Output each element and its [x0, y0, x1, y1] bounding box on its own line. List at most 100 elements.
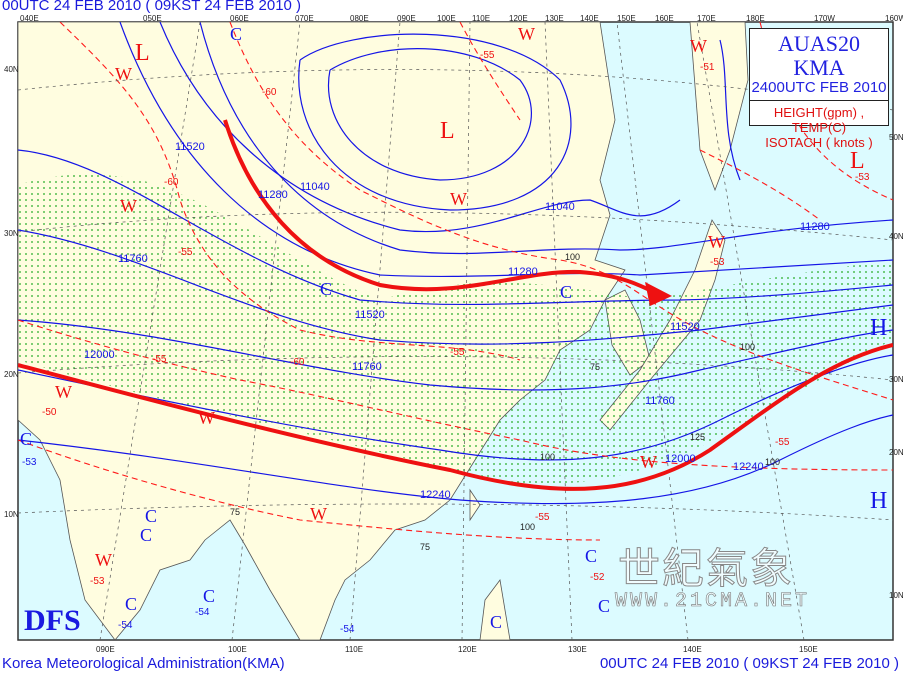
center-symbol-high: H: [870, 315, 887, 341]
isotach-label: 100: [540, 452, 555, 462]
center-symbol-cold: C: [560, 282, 572, 302]
height-label: 12240: [420, 489, 451, 501]
temperature-label: -54: [195, 607, 210, 618]
product-name: AUAS20 KMA: [778, 31, 860, 80]
temperature-label: -55: [152, 354, 167, 365]
height-label: 11280: [258, 189, 288, 201]
height-label: 12240: [733, 461, 764, 473]
center-symbol-warm: W: [640, 452, 657, 472]
top-longitude-label: 080E: [350, 14, 369, 23]
top-longitude-label: 170E: [697, 14, 716, 23]
center-symbol-cold: C: [230, 24, 242, 44]
temperature-label: -52: [590, 572, 605, 583]
top-longitude-label: 050E: [143, 14, 162, 23]
center-symbol-warm: W: [198, 408, 215, 428]
isotach-zone: [18, 174, 893, 484]
center-symbol-warm: W: [310, 504, 327, 524]
center-symbol-cold: C: [140, 525, 152, 545]
height-contour-line: [18, 354, 893, 461]
height-label: 12000: [84, 349, 115, 361]
center-symbol-warm: W: [690, 36, 707, 56]
height-contours: [18, 22, 893, 505]
height-contour-line: [18, 319, 893, 391]
isotach-label: 100: [740, 342, 755, 352]
temperature-label: -60: [164, 177, 179, 188]
left-latitude-label: 40N: [4, 65, 19, 74]
bottom-longitude-label: 140E: [683, 645, 702, 654]
height-contour-line: [199, 22, 893, 255]
top-longitude-label: 090E: [397, 14, 416, 23]
bottom-longitude-label: 090E: [96, 645, 115, 654]
height-contour-line: [719, 39, 741, 181]
isotherm-line: [229, 22, 893, 401]
temperature-label: -53: [710, 257, 725, 268]
temperature-label: -55: [450, 347, 465, 358]
center-symbol-cold: C: [320, 279, 332, 299]
bottom-longitude-label: 120E: [458, 645, 477, 654]
watermark-cjk: 世紀氣象: [617, 544, 795, 594]
center-symbol-high: H: [870, 488, 887, 514]
top-longitude-label: 130E: [545, 14, 564, 23]
bottom-longitude-label: 100E: [228, 645, 247, 654]
isotach-label: 100: [565, 252, 580, 262]
height-label: 11040: [545, 201, 575, 213]
temperature-label: -53: [855, 172, 870, 183]
footer-valid-time: 00UTC 24 FEB 2010 ( 09KST 24 FEB 2010 ): [599, 655, 899, 672]
center-symbol-low: L: [440, 118, 455, 144]
center-symbol-cold: C: [490, 612, 502, 632]
isotach-label: 75: [230, 507, 240, 517]
isotach-label: 100: [765, 457, 780, 467]
height-label: 11520: [670, 321, 700, 333]
land-taiwan-philippines: [469, 488, 511, 640]
bottom-longitude-label: 130E: [568, 645, 587, 654]
axis-labels: 040E 050E 060E 070E 080E 090E 100E 110E 120E 130E…: [4, 14, 903, 654]
right-latitude-label: 20N: [889, 448, 903, 457]
top-longitude-label: 180E: [746, 14, 765, 23]
legend-height-temp: HEIGHT(gpm) , TEMP(C): [773, 105, 865, 135]
title-box: AUAS20 KMA 2400UTC FEB 2010 HEIGHT(gpm) …: [749, 28, 889, 150]
left-latitude-label: 10N: [4, 510, 19, 519]
temperature-label: -53: [22, 457, 37, 468]
center-symbol-warm: W: [95, 550, 112, 570]
height-contour-line: [328, 48, 532, 181]
footer-agency: Korea Meteorological Administration(KMA): [2, 655, 285, 672]
height-contour-line: [18, 229, 893, 345]
jet-axis-north: [223, 119, 661, 297]
isotach-label: 100: [520, 522, 535, 532]
center-symbol-cold: C: [20, 429, 32, 449]
chart-header-time: 00UTC 24 FEB 2010 ( 09KST 24 FEB 2010 ): [2, 0, 302, 14]
jet-axis-south: [18, 343, 893, 491]
top-longitude-label: 170W: [814, 14, 835, 23]
height-contour-line: [119, 22, 893, 278]
center-symbol-cold: C: [125, 594, 137, 614]
temperature-label: -55: [775, 437, 790, 448]
top-longitude-label: 160E: [655, 14, 674, 23]
height-label: 11520: [355, 309, 385, 321]
top-longitude-label: 110E: [472, 14, 490, 23]
height-label: 11760: [352, 361, 382, 373]
right-latitude-label: 50N: [889, 133, 903, 142]
height-label: 11280: [508, 266, 538, 278]
right-latitude-label: 30N: [889, 375, 903, 384]
temperature-label: -53: [90, 576, 105, 587]
dfs-logo: DFS: [24, 604, 81, 637]
temperature-label: -60: [262, 87, 277, 98]
temperature-label: -54: [340, 624, 355, 635]
legend-isotach: ISOTACH ( knots ): [765, 135, 873, 150]
center-symbol-cold: C: [203, 586, 215, 606]
top-longitude-label: 100E: [437, 14, 456, 23]
center-symbol-low: L: [135, 40, 150, 66]
temperature-label: -55: [535, 512, 550, 523]
height-contour-line: [298, 33, 572, 211]
contour-labels: 11520 11280 11040 11040 11280 11520 11520 11760…: [22, 50, 870, 635]
center-symbol-warm: W: [55, 382, 72, 402]
temperature-label: -50: [42, 407, 57, 418]
center-symbol-warm: W: [518, 24, 535, 44]
bottom-longitude-label: 110E: [345, 645, 363, 654]
height-label: 12000: [665, 453, 696, 465]
temperature-label: -51: [700, 62, 715, 73]
watermark-url: WWW.21CMA.NET: [615, 590, 811, 614]
height-label: 11520: [175, 141, 205, 153]
